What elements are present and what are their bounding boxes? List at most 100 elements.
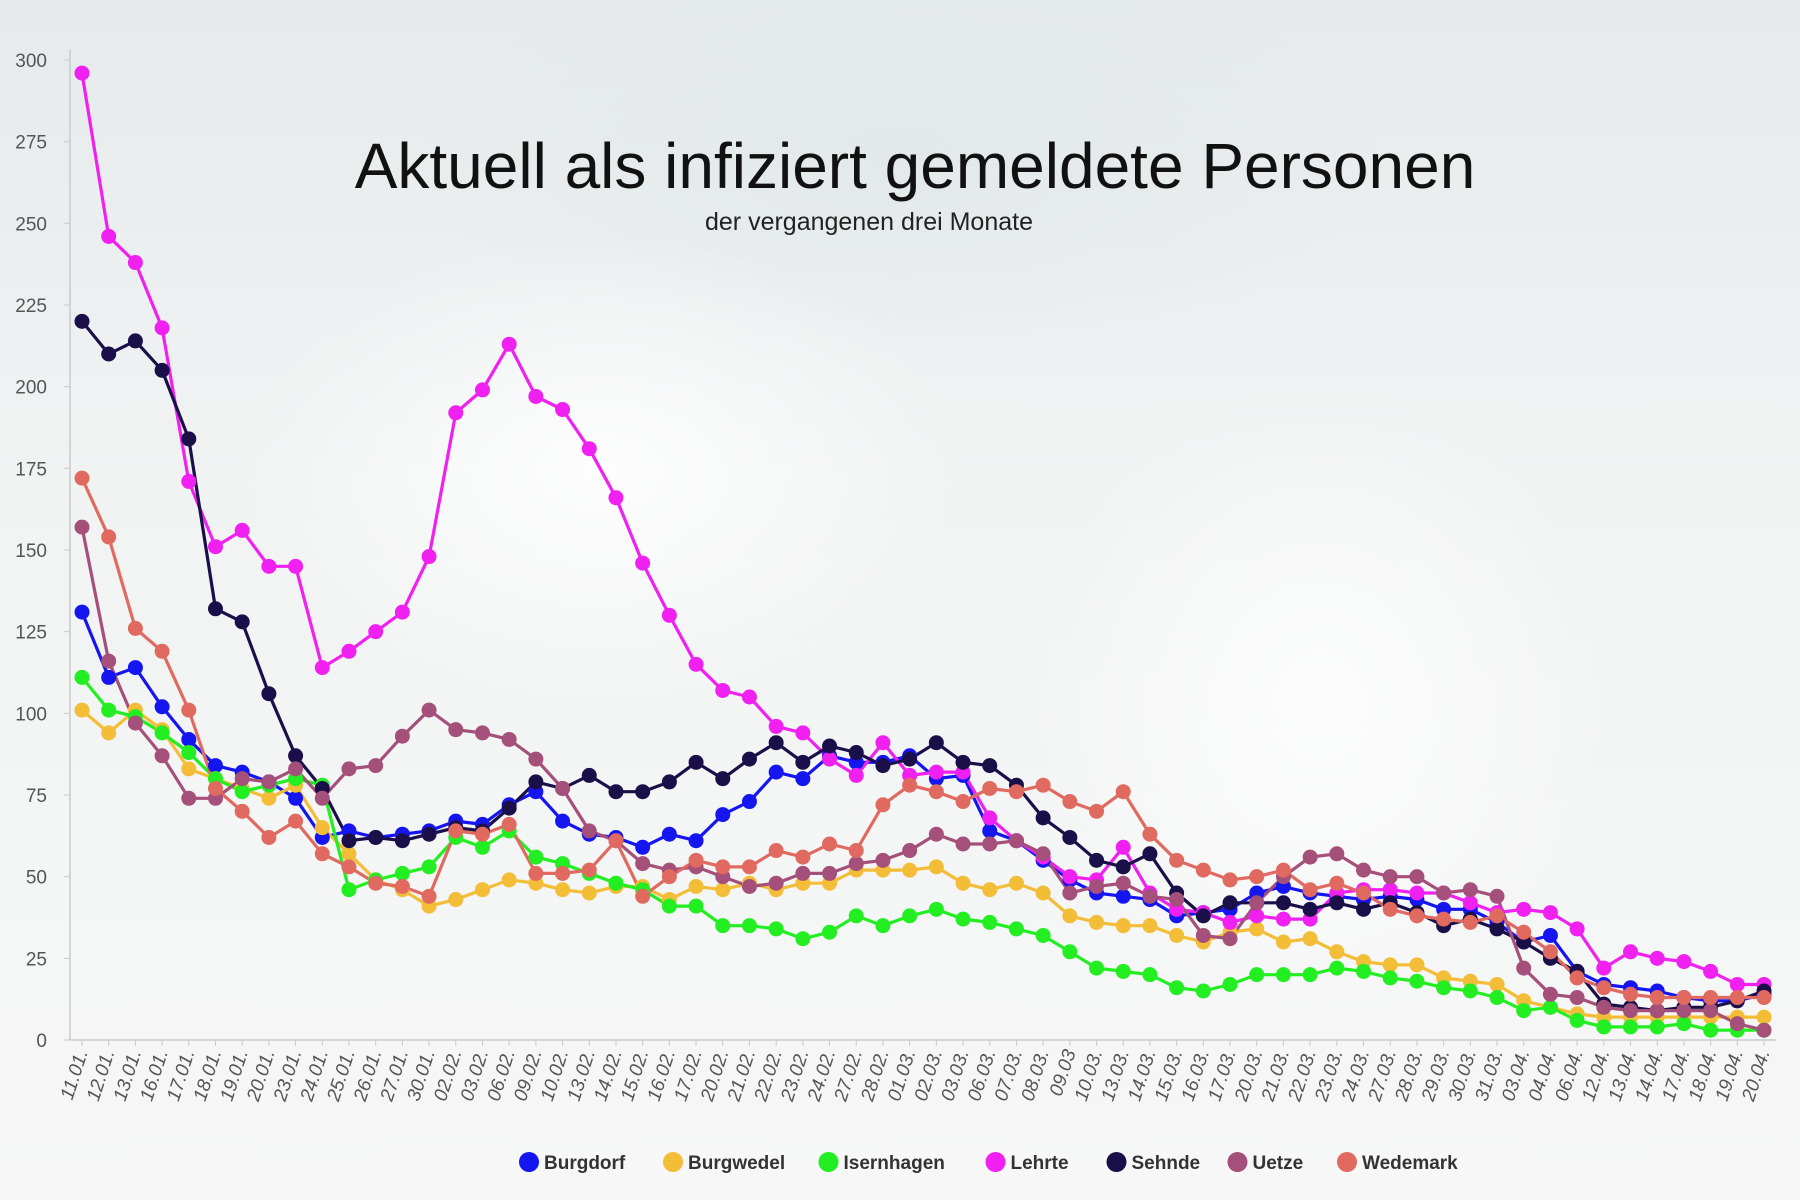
data-point-uetze (1169, 892, 1185, 908)
data-point-uetze (1302, 849, 1318, 865)
data-point-lehrte (101, 228, 117, 244)
data-point-burgwedel (1142, 918, 1158, 934)
data-point-burgwedel (101, 725, 117, 741)
data-point-burgdorf (715, 807, 731, 823)
data-point-sehnde (1302, 901, 1318, 917)
data-point-lehrte (928, 764, 944, 780)
data-point-isernhagen (608, 875, 624, 891)
data-point-burgwedel (1329, 944, 1345, 960)
data-point-burgwedel (1035, 885, 1051, 901)
data-point-wedemark (1169, 852, 1185, 868)
data-point-wedemark (154, 643, 170, 659)
data-point-sehnde (234, 614, 250, 630)
legend-label-burgdorf: Burgdorf (544, 1153, 626, 1174)
data-point-wedemark (127, 620, 143, 636)
data-point-burgwedel (261, 790, 277, 806)
data-point-sehnde (581, 767, 597, 783)
legend-label-wedemark: Wedemark (1362, 1153, 1458, 1174)
data-point-burgdorf (207, 758, 223, 774)
data-point-isernhagen (234, 784, 250, 800)
data-point-wedemark (1195, 862, 1211, 878)
data-point-wedemark (1462, 914, 1478, 930)
data-point-lehrte (234, 522, 250, 538)
data-point-uetze (1436, 885, 1452, 901)
data-point-sehnde (368, 829, 384, 845)
data-point-lehrte (608, 490, 624, 506)
data-point-lehrte (1623, 944, 1639, 960)
data-point-sehnde (688, 754, 704, 770)
data-point-lehrte (181, 473, 197, 489)
data-point-wedemark (555, 865, 571, 881)
data-point-sehnde (741, 751, 757, 767)
series-points-wedemark (74, 470, 1772, 1006)
data-point-lehrte (368, 624, 384, 640)
data-point-burgwedel (982, 882, 998, 898)
series-points-uetze (74, 519, 1772, 1038)
data-point-sehnde (1329, 895, 1345, 911)
data-point-wedemark (768, 843, 784, 859)
data-point-wedemark (261, 829, 277, 845)
data-point-lehrte (1249, 908, 1265, 924)
data-point-sehnde (982, 758, 998, 774)
data-point-wedemark (581, 862, 597, 878)
data-point-burgdorf (127, 660, 143, 676)
data-point-isernhagen (474, 839, 490, 855)
data-point-sehnde (1142, 846, 1158, 862)
data-point-uetze (1729, 1016, 1745, 1032)
legend-swatch-lehrte (985, 1152, 1006, 1172)
data-point-burgwedel (501, 872, 517, 888)
data-point-wedemark (1382, 901, 1398, 917)
data-point-isernhagen (688, 898, 704, 914)
data-point-uetze (741, 878, 757, 894)
data-point-sehnde (635, 784, 651, 800)
data-point-uetze (1409, 869, 1425, 885)
data-point-burgwedel (955, 875, 971, 891)
data-point-burgwedel (1302, 931, 1318, 947)
data-point-lehrte (448, 405, 464, 421)
data-point-lehrte (1542, 905, 1558, 921)
data-point-wedemark (1089, 803, 1105, 819)
data-point-isernhagen (1329, 960, 1345, 976)
data-point-burgwedel (314, 820, 330, 836)
data-point-lehrte (635, 555, 651, 571)
data-point-uetze (1462, 882, 1478, 898)
data-point-wedemark (928, 784, 944, 800)
data-point-sehnde (1115, 859, 1131, 875)
data-point-burgwedel (715, 882, 731, 898)
data-point-isernhagen (955, 911, 971, 927)
data-point-lehrte (474, 382, 490, 398)
data-point-isernhagen (822, 924, 838, 940)
data-point-burgwedel (1249, 921, 1265, 937)
data-point-sehnde (394, 833, 410, 849)
legend-item-burgdorf: Burgdorf (519, 1152, 626, 1174)
data-point-lehrte (1596, 960, 1612, 976)
data-point-isernhagen (101, 702, 117, 718)
data-point-wedemark (1035, 777, 1051, 793)
data-point-wedemark (848, 843, 864, 859)
data-point-uetze (982, 836, 998, 852)
data-point-burgdorf (154, 699, 170, 715)
data-point-isernhagen (421, 859, 437, 875)
data-point-lehrte (1676, 954, 1692, 970)
data-point-uetze (1623, 1003, 1639, 1019)
data-point-lehrte (555, 402, 571, 418)
data-point-sehnde (207, 601, 223, 617)
data-point-wedemark (368, 875, 384, 891)
data-point-uetze (1249, 895, 1265, 911)
data-point-uetze (1703, 1003, 1719, 1019)
data-point-wedemark (822, 836, 838, 852)
data-point-isernhagen (1676, 1016, 1692, 1032)
data-point-uetze (1756, 1022, 1772, 1038)
data-point-isernhagen (154, 725, 170, 741)
series-points (74, 65, 1772, 1038)
data-point-uetze (74, 519, 90, 535)
data-point-lehrte (1569, 921, 1585, 937)
data-point-wedemark (902, 777, 918, 793)
data-point-burgwedel (74, 702, 90, 718)
data-point-uetze (341, 761, 357, 777)
data-point-wedemark (394, 878, 410, 894)
y-tick-label: 0 (36, 1031, 47, 1052)
data-point-burgdorf (74, 604, 90, 620)
data-point-sehnde (768, 735, 784, 751)
legend-swatch-sehnde (1106, 1152, 1127, 1172)
